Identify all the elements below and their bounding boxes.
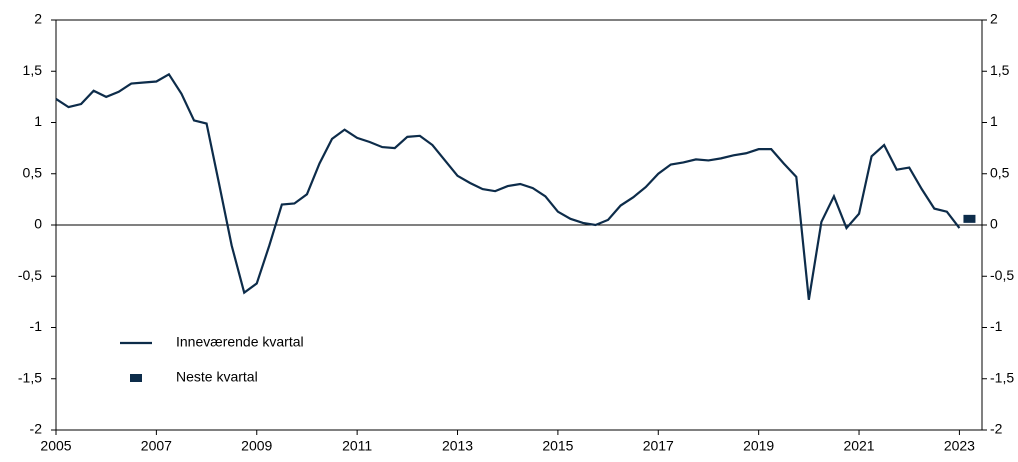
y2-tick-label: -1,5 bbox=[990, 369, 1014, 385]
y2-tick-label: 0,5 bbox=[990, 164, 1010, 180]
line-series bbox=[55, 72, 961, 300]
y2-tick-label: -2 bbox=[990, 421, 1003, 437]
x-tick-label: 2023 bbox=[944, 438, 975, 454]
y-tick-label: 1 bbox=[34, 113, 42, 129]
y-tick-label: -0,5 bbox=[18, 267, 42, 283]
legend-label: Neste kvartal bbox=[176, 369, 258, 385]
x-tick-label: 2009 bbox=[241, 438, 272, 454]
legend-label: Inneværende kvartal bbox=[176, 334, 304, 350]
y-tick-label: 0 bbox=[34, 216, 42, 232]
marker bbox=[963, 214, 976, 223]
y-tick-label: 2 bbox=[34, 11, 42, 27]
x-tick-label: 2005 bbox=[40, 438, 71, 454]
y-tick-label: -2 bbox=[30, 421, 43, 437]
x-tick-label: 2011 bbox=[342, 438, 372, 454]
y-tick-label: -1 bbox=[30, 318, 43, 334]
y2-tick-label: 0 bbox=[990, 216, 998, 232]
y2-tick-label: 1 bbox=[990, 113, 998, 129]
x-tick-label: 2015 bbox=[542, 438, 573, 454]
y-tick-label: 0,5 bbox=[23, 164, 43, 180]
x-tick-label: 2019 bbox=[743, 438, 774, 454]
x-tick-label: 2013 bbox=[442, 438, 473, 454]
x-tick-label: 2017 bbox=[643, 438, 674, 454]
x-tick-label: 2007 bbox=[141, 438, 172, 454]
y2-tick-label: 1,5 bbox=[990, 62, 1010, 78]
y2-tick-label: 2 bbox=[990, 11, 998, 27]
y2-tick-label: -1 bbox=[990, 318, 1003, 334]
y-tick-label: 1,5 bbox=[23, 62, 43, 78]
y-tick-label: -1,5 bbox=[18, 369, 42, 385]
x-tick-label: 2021 bbox=[843, 438, 874, 454]
y2-tick-label: -0,5 bbox=[990, 267, 1014, 283]
legend-marker bbox=[130, 374, 142, 382]
